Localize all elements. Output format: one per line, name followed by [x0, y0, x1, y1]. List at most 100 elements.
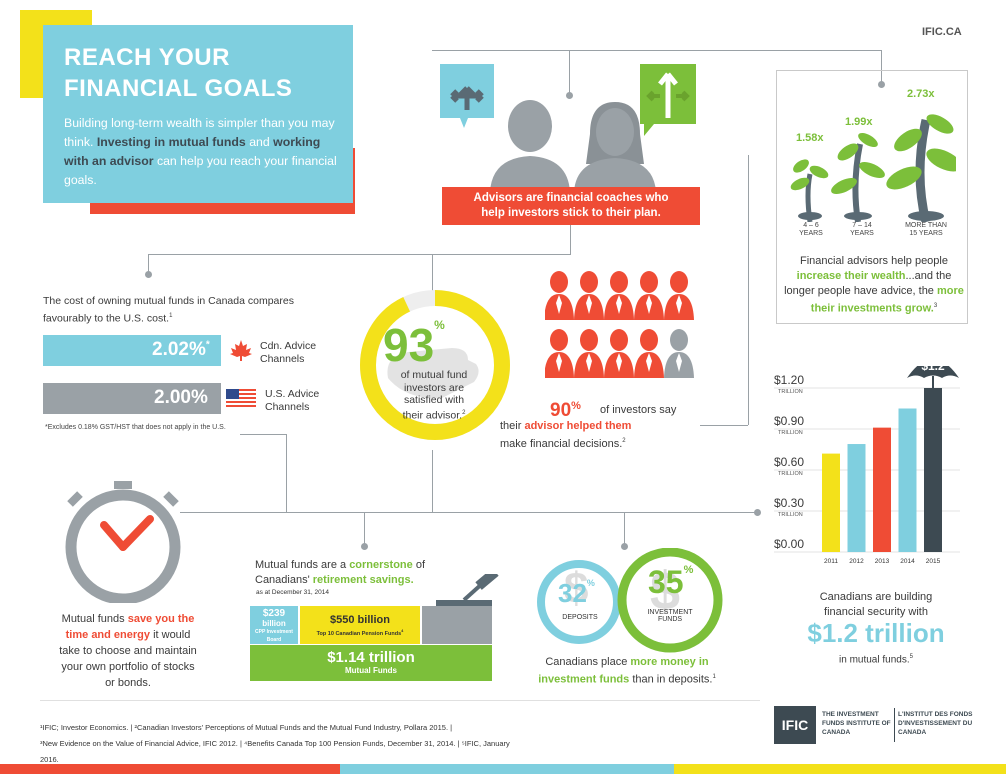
- bar-2014: [898, 408, 917, 552]
- mutual-funds-box: $1.14 trillion Mutual Funds: [250, 645, 492, 681]
- helped-value: 90%: [550, 400, 581, 422]
- person-helped-icon: [545, 271, 574, 320]
- dep-part-2: than in deposits.: [632, 673, 713, 686]
- person-helped-icon: [574, 271, 604, 320]
- connector-dot: [145, 271, 152, 278]
- satisfaction-number: 93: [383, 319, 435, 371]
- bar-2013: [873, 427, 891, 552]
- growth-note: 3: [933, 303, 938, 309]
- direction-sign-blue-icon: [440, 64, 494, 128]
- connector-90: [700, 425, 748, 426]
- satisfaction-percent: %: [434, 318, 445, 332]
- y-tick-unit: TRILLION: [778, 389, 803, 395]
- deposits-value: 32%: [558, 578, 595, 609]
- bar-2015: [924, 388, 942, 552]
- y-tick-label: $1.20: [774, 373, 804, 387]
- dollar-sign-icon: $: [650, 561, 681, 621]
- dollar-sign-icon: $: [564, 564, 589, 613]
- cdn-line-2: Channels: [260, 353, 305, 365]
- x-tick-label: 2013: [875, 558, 890, 565]
- y-tick-label: $0.00: [774, 537, 804, 551]
- large-plant-icon: [886, 114, 956, 222]
- gavel-icon: [436, 574, 499, 608]
- satisfaction-text: of mutual fund investors are satisfied w…: [390, 369, 478, 422]
- growth-bold-2: more their investments grow.: [810, 285, 964, 315]
- y-tick-label: $0.60: [774, 455, 804, 469]
- small-plant-icon: [790, 159, 829, 222]
- person-helped-icon: [545, 329, 574, 378]
- y-tick-label: $0.90: [774, 414, 804, 428]
- thumbs-up-icon: [387, 348, 479, 399]
- multiplier-3: 2.73x: [907, 88, 935, 100]
- dep-note: 1: [712, 674, 716, 680]
- connector-middle: [148, 254, 570, 255]
- deposits-circles: [537, 548, 723, 653]
- title-line-1: REACH YOUR: [64, 44, 230, 71]
- cost-intro: The cost of owning mutual funds in Canad…: [43, 294, 333, 327]
- building-value: $1.2 trillion: [807, 618, 945, 648]
- connector-cost-bottom: [286, 434, 287, 512]
- us-line-2: Channels: [265, 401, 310, 413]
- building-line-2: financial security with: [824, 606, 928, 618]
- dep-part-1: Canadians place: [545, 656, 628, 668]
- banner-line-1: Advisors are financial coaches who: [473, 192, 669, 204]
- person-not-helped-icon: [664, 329, 694, 378]
- time-part-2: it would take to choose and maintain you…: [59, 629, 197, 689]
- y-tick-unit: TRILLION: [778, 430, 803, 436]
- cpp-box: $239 billion CPP Investment Board: [250, 606, 298, 644]
- years-label-3: MORE THAN 15 YEARS: [899, 222, 953, 238]
- deposits-label: DEPOSITS: [562, 614, 598, 621]
- woman-silhouette-icon: [574, 102, 656, 192]
- cdn-value-text: 2.02%: [152, 339, 206, 360]
- building-text: Canadians are building financial securit…: [776, 590, 976, 620]
- time-text: Mutual funds save you the time and energ…: [58, 611, 198, 691]
- intro-text: Building long-term wealth is simpler tha…: [64, 114, 339, 190]
- y-tick-unit: TRILLION: [778, 512, 803, 518]
- years-1a: 4 – 6: [803, 222, 819, 229]
- connector-deposit-drop: [624, 512, 625, 546]
- ret-part-1: Mutual funds are a: [255, 559, 347, 571]
- connector-mf-drop: [364, 512, 365, 546]
- logo-divider: [894, 708, 895, 742]
- helped-number: 90: [550, 400, 572, 421]
- clock-icon: [65, 481, 181, 603]
- growth-part-2: ...and the longer people have advice, th…: [784, 270, 952, 297]
- cdn-line-1: Cdn. Advice: [260, 340, 317, 352]
- x-tick-label: 2015: [926, 558, 941, 565]
- building-line-3-text: in mutual funds.: [839, 654, 910, 666]
- y-tick-label: $0.30: [774, 496, 804, 510]
- connector-lower: [180, 512, 756, 513]
- pension-label: Top 10 Canadian Pension Funds: [316, 630, 402, 637]
- intro-part-1: Building long-term wealth is simpler tha…: [64, 116, 335, 149]
- person-helped-icon: [604, 271, 634, 320]
- multiplier-2: 1.99x: [845, 116, 873, 128]
- satisfaction-ring: [360, 290, 510, 440]
- bar-2012: [847, 444, 866, 552]
- connector-banner-drop: [570, 225, 571, 255]
- site-link[interactable]: IFIC.CA: [922, 26, 962, 38]
- connector-dot: [621, 543, 628, 550]
- satisfaction-value: 93%: [383, 318, 445, 372]
- building-note: 5: [909, 654, 913, 660]
- maple-leaf-icon: [230, 340, 252, 361]
- time-bold: save you the time and energy: [65, 613, 195, 641]
- intro-part-3: can help you reach your financial goals.: [64, 154, 337, 187]
- retirement-text: Mutual funds are a cornerstone of Canadi…: [255, 558, 465, 588]
- inv-label-2: FUNDS: [657, 616, 683, 623]
- x-tick-label: 2014: [900, 558, 915, 565]
- umbrella-icon: [907, 366, 959, 394]
- intro-bold-2: working with an advisor: [64, 135, 321, 168]
- person-helped-icon: [574, 329, 604, 378]
- cpp-value: $239: [262, 608, 286, 619]
- time-part-1: Mutual funds: [61, 613, 125, 625]
- helped-text: of investors say their advisor helped th…: [500, 403, 720, 452]
- us-channel-label: U.S. Advice Channels: [265, 388, 319, 414]
- connector-dot: [361, 543, 368, 550]
- advisors-banner: Advisors are financial coaches who help …: [442, 187, 700, 225]
- years-label-1: 4 – 6 YEARS: [793, 222, 829, 238]
- advisors-illustration: [440, 64, 696, 192]
- connector-93-drop: [432, 254, 433, 292]
- cdn-cost-bar: [43, 335, 221, 366]
- y-tick-unit: TRILLION: [778, 471, 803, 477]
- connector-dot: [566, 92, 573, 99]
